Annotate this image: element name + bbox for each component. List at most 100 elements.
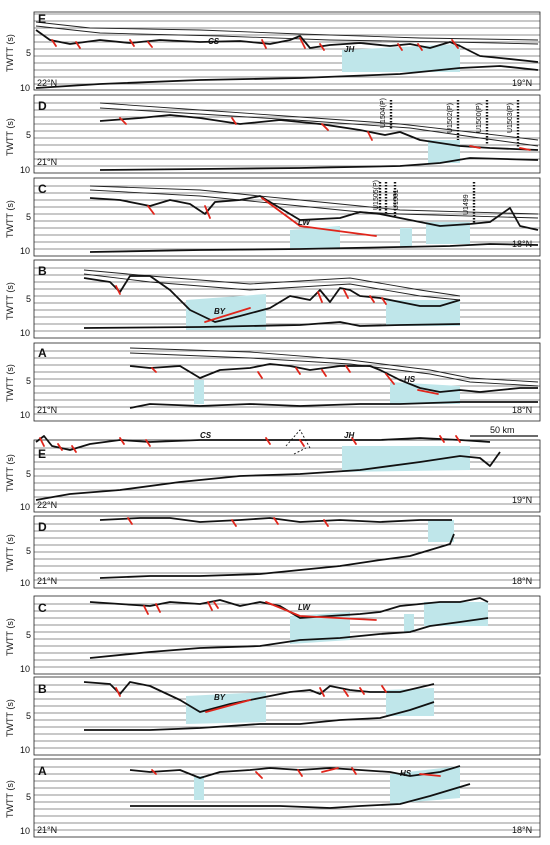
site-label: U1499 — [463, 194, 470, 215]
right-latitude: 18°N — [512, 405, 532, 415]
basin-lw-shading — [290, 226, 340, 248]
moho-line — [35, 451, 501, 501]
basin-shading — [386, 688, 434, 716]
horizon-line — [83, 273, 461, 301]
basin-label: BY — [214, 693, 226, 702]
basin-label: LW — [298, 218, 311, 227]
axis-tick: 10 — [20, 165, 30, 175]
axis-tick: 5 — [26, 792, 31, 802]
horizon-line — [35, 25, 539, 45]
fault-marks — [151, 365, 439, 395]
basin-label: CS — [208, 37, 220, 46]
left-latitude: 22°N — [37, 78, 57, 88]
axis-tick: 10 — [20, 745, 30, 755]
moho-line — [83, 321, 461, 329]
basin-shading — [194, 776, 204, 800]
right-latitude: 18°N — [512, 239, 532, 249]
panel-label: A — [38, 346, 47, 360]
left-latitude: 21°N — [37, 825, 57, 835]
basin-label: JH — [344, 45, 354, 54]
basin-label: HS — [400, 769, 412, 778]
scale-bar: 50 km — [470, 425, 538, 437]
basin-label: HS — [404, 375, 416, 384]
axis-tick: 10 — [20, 83, 30, 93]
axis-title: TWTT (s) — [5, 534, 15, 572]
panel-bottom-c: C LW TWTT (s) 5 10 — [5, 595, 541, 675]
basin-shading — [428, 520, 454, 542]
panel-top-e: E CS JH 22°N 19°N TWTT (s) 5 10 — [5, 11, 541, 93]
axis-tick: 10 — [20, 578, 30, 588]
basin-shading — [428, 140, 460, 163]
panel-label: A — [38, 764, 47, 778]
axis-tick: 5 — [26, 130, 31, 140]
panel-label: D — [38, 99, 47, 113]
moho-line — [99, 533, 455, 579]
left-latitude: 21°N — [37, 157, 57, 167]
horizon-line — [99, 102, 539, 141]
seafloor-line — [89, 597, 489, 619]
fault-marks — [51, 37, 459, 51]
drill-sites — [389, 100, 520, 148]
axis-tick: 5 — [26, 546, 31, 556]
axis-title: TWTT (s) — [5, 454, 15, 492]
panel-label: B — [38, 264, 47, 278]
basin-shading — [386, 300, 460, 326]
seafloor-line — [99, 517, 452, 523]
fault-marks — [119, 117, 531, 151]
axis-tick: 10 — [20, 502, 30, 512]
scale-bar-label: 50 km — [490, 425, 515, 435]
axis-title: TWTT (s) — [5, 364, 15, 402]
left-latitude: 21°N — [37, 405, 57, 415]
basin-by-shading — [186, 692, 266, 724]
basin-jh-shading — [342, 446, 470, 472]
axis-title: TWTT (s) — [5, 282, 15, 320]
panel-label: C — [38, 601, 47, 615]
basin-jh-shading — [342, 44, 460, 72]
horizon-line — [89, 189, 539, 219]
axis-title: TWTT (s) — [5, 118, 15, 156]
axis-tick: 5 — [26, 711, 31, 721]
panel-top-c: U1505(P) U1501 U1499 C LW 18°N TWTT (s) … — [5, 177, 541, 257]
axis-tick: 10 — [20, 410, 30, 420]
panel-bottom-e: E CS JH 22°N 19°N TWTT (s) 5 10 — [5, 429, 541, 513]
horizon-line — [99, 107, 539, 147]
axis-title: TWTT (s) — [5, 34, 15, 72]
basin-hs-shading — [390, 382, 460, 404]
panel-grid — [34, 102, 540, 167]
axis-tick: 5 — [26, 294, 31, 304]
fault-marks — [115, 285, 387, 323]
basin-shading — [194, 380, 204, 404]
site-label: U1502(P) — [447, 103, 454, 133]
axis-title: TWTT (s) — [5, 618, 15, 656]
moho-line — [99, 157, 539, 171]
fault-marks — [39, 435, 461, 453]
panel-grid — [34, 350, 540, 415]
right-latitude: 18°N — [512, 825, 532, 835]
axis-tick: 10 — [20, 328, 30, 338]
right-latitude: 19°N — [512, 78, 532, 88]
horizon-line — [89, 185, 539, 215]
site-label: U1505(P) — [373, 180, 380, 210]
right-latitude: 19°N — [512, 495, 532, 505]
basin-label: BY — [214, 307, 226, 316]
panel-top-a: A HS 21°N 18°N TWTT (s) 5 10 — [5, 342, 541, 422]
right-latitude: 18°N — [512, 576, 532, 586]
seafloor-line — [89, 195, 539, 231]
moho-line — [129, 401, 538, 409]
basin-shading — [404, 614, 414, 632]
seafloor-line — [129, 363, 538, 393]
moho-line — [35, 65, 539, 89]
seafloor-line — [83, 681, 435, 713]
panel-grid — [34, 603, 540, 668]
panel-label: E — [38, 447, 46, 461]
horizon-line — [83, 269, 461, 297]
axis-tick: 5 — [26, 376, 31, 386]
basin-label: CS — [200, 431, 212, 440]
basin-lw-shading — [290, 612, 350, 644]
fault-marks — [115, 685, 387, 713]
axis-title: TWTT (s) — [5, 780, 15, 818]
axis-tick: 10 — [20, 246, 30, 256]
site-label: U1503(P) — [507, 103, 514, 133]
moho-line — [89, 617, 489, 659]
